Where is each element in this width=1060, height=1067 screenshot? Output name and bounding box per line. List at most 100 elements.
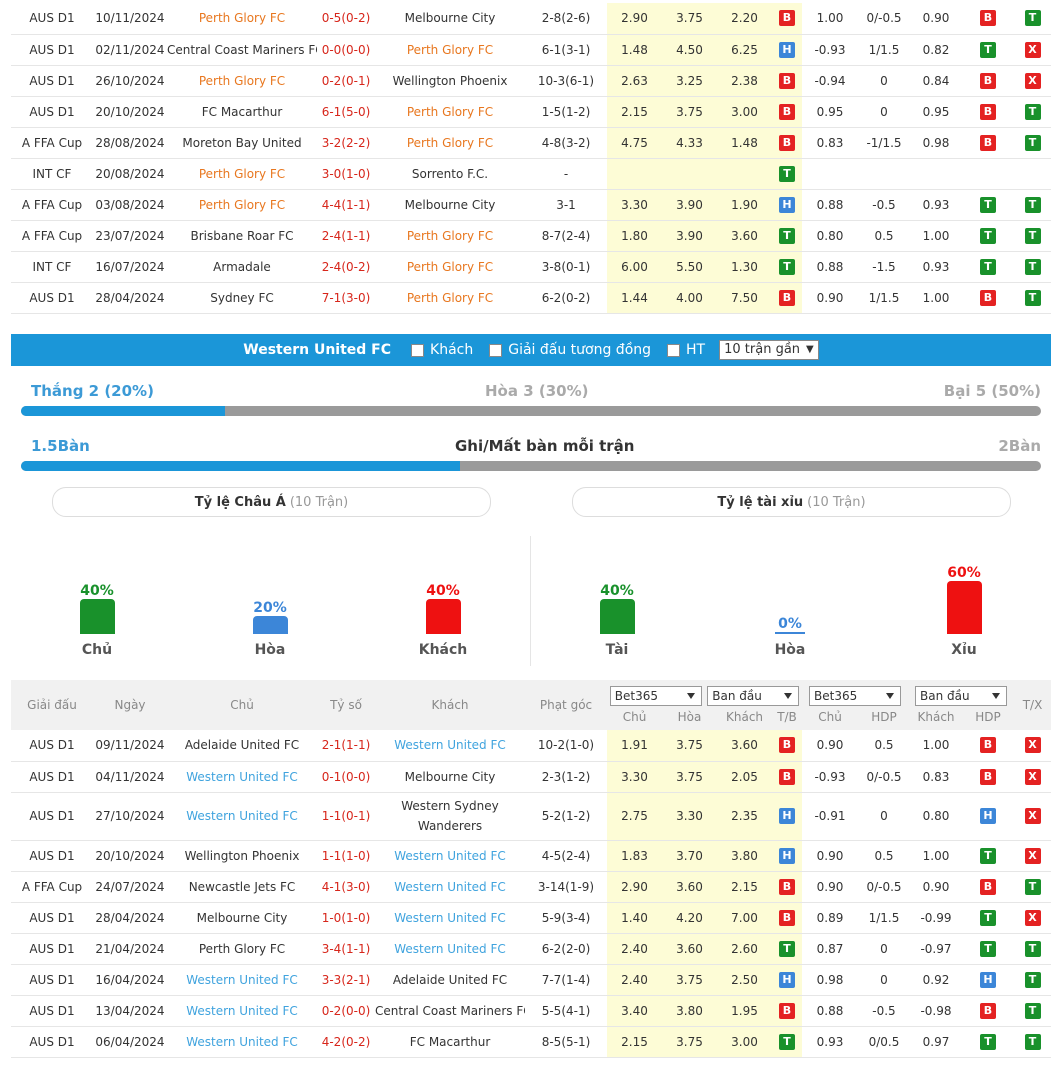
score-cell[interactable]: 4-2(0-2) (317, 1026, 375, 1058)
away-team-cell[interactable]: Western United FC (375, 840, 525, 872)
odds-type-select-1[interactable]: Ban đầu (707, 686, 800, 706)
match-row[interactable]: AUS D1 28/04/2024 Sydney FC 7-1(3-0) Per… (11, 282, 1051, 314)
home-team-cell[interactable]: Western United FC (167, 761, 317, 793)
home-team-cell[interactable]: Western United FC (167, 1026, 317, 1058)
match-row[interactable]: A FFA Cup 23/07/2024 Brisbane Roar FC 2-… (11, 220, 1051, 252)
away-team-cell[interactable]: Perth Glory FC (375, 282, 525, 314)
match-row[interactable]: INT CF 16/07/2024 Armadale 2-4(0-2) Pert… (11, 251, 1051, 283)
home-team-cell[interactable]: Melbourne City (167, 902, 317, 934)
score-cell[interactable]: 3-2(2-2) (317, 127, 375, 159)
score-cell[interactable]: 0-1(0-0) (317, 761, 375, 793)
home-team-cell[interactable]: Brisbane Roar FC (167, 220, 317, 252)
away-team-cell[interactable]: Western United FC (375, 871, 525, 903)
away-team-cell[interactable]: Western United FC (375, 933, 525, 965)
league-cell[interactable]: AUS D1 (11, 730, 93, 762)
league-cell[interactable]: INT CF (11, 158, 93, 190)
home-team-cell[interactable]: Moreton Bay United (167, 127, 317, 159)
league-cell[interactable]: AUS D1 (11, 995, 93, 1027)
home-team-cell[interactable]: Central Coast Mariners FC (167, 34, 317, 66)
league-cell[interactable]: AUS D1 (11, 282, 93, 314)
away-team-cell[interactable]: Melbourne City (375, 3, 525, 35)
away-team-cell[interactable]: Sorrento F.C. (375, 158, 525, 190)
league-cell[interactable]: A FFA Cup (11, 127, 93, 159)
home-team-cell[interactable]: Wellington Phoenix (167, 840, 317, 872)
away-team-cell[interactable]: Wellington Phoenix (375, 65, 525, 97)
away-team-cell[interactable]: Western Sydney Wanderers (375, 792, 525, 841)
odds-type-select-2[interactable]: Ban đầu (915, 686, 1007, 706)
same-league-checkbox[interactable] (489, 343, 503, 357)
recent-matches-select[interactable]: 10 trận gần ▼ (719, 340, 819, 360)
score-cell[interactable]: 0-2(0-0) (317, 995, 375, 1027)
home-team-cell[interactable]: Sydney FC (167, 282, 317, 314)
score-cell[interactable]: 3-4(1-1) (317, 933, 375, 965)
home-team-cell[interactable]: FC Macarthur (167, 96, 317, 128)
match-row[interactable]: A FFA Cup 03/08/2024 Perth Glory FC 4-4(… (11, 189, 1051, 221)
match-row[interactable]: AUS D1 20/10/2024 FC Macarthur 6-1(5-0) … (11, 96, 1051, 128)
score-cell[interactable]: 0-0(0-0) (317, 34, 375, 66)
away-team-cell[interactable]: Western United FC (375, 730, 525, 762)
league-cell[interactable]: A FFA Cup (11, 871, 93, 903)
home-team-cell[interactable]: Western United FC (167, 792, 317, 841)
home-team-cell[interactable]: Western United FC (167, 995, 317, 1027)
match-row[interactable]: AUS D1 06/04/2024 Western United FC 4-2(… (11, 1026, 1051, 1058)
league-cell[interactable]: AUS D1 (11, 792, 93, 841)
over-under-tab[interactable]: Tỷ lệ tài xỉu (10 Trận) (572, 487, 1011, 517)
same-league-filter[interactable]: Giải đấu tương đồng (489, 342, 651, 358)
league-cell[interactable]: A FFA Cup (11, 220, 93, 252)
home-team-cell[interactable]: Perth Glory FC (167, 189, 317, 221)
league-cell[interactable]: AUS D1 (11, 933, 93, 965)
away-team-cell[interactable]: Melbourne City (375, 189, 525, 221)
league-cell[interactable]: AUS D1 (11, 964, 93, 996)
match-row[interactable]: AUS D1 26/10/2024 Perth Glory FC 0-2(0-1… (11, 65, 1051, 97)
score-cell[interactable]: 7-1(3-0) (317, 282, 375, 314)
score-cell[interactable]: 2-4(1-1) (317, 220, 375, 252)
league-cell[interactable]: AUS D1 (11, 3, 93, 35)
league-cell[interactable]: AUS D1 (11, 34, 93, 66)
away-team-cell[interactable]: Perth Glory FC (375, 127, 525, 159)
home-team-cell[interactable]: Adelaide United FC (167, 730, 317, 762)
league-cell[interactable]: AUS D1 (11, 902, 93, 934)
score-cell[interactable]: 1-1(1-0) (317, 840, 375, 872)
away-team-cell[interactable]: Western United FC (375, 902, 525, 934)
away-checkbox[interactable] (411, 343, 425, 357)
away-team-cell[interactable]: Melbourne City (375, 761, 525, 793)
score-cell[interactable]: 6-1(5-0) (317, 96, 375, 128)
away-team-cell[interactable]: Perth Glory FC (375, 220, 525, 252)
home-team-cell[interactable]: Perth Glory FC (167, 933, 317, 965)
score-cell[interactable]: 0-2(0-1) (317, 65, 375, 97)
match-row[interactable]: AUS D1 16/04/2024 Western United FC 3-3(… (11, 964, 1051, 996)
away-team-cell[interactable]: Central Coast Mariners FC (375, 995, 525, 1027)
match-row[interactable]: A FFA Cup 24/07/2024 Newcastle Jets FC 4… (11, 871, 1051, 903)
away-team-cell[interactable]: Perth Glory FC (375, 34, 525, 66)
home-team-cell[interactable]: Perth Glory FC (167, 3, 317, 35)
ht-filter[interactable]: HT (667, 342, 705, 358)
away-team-cell[interactable]: Perth Glory FC (375, 251, 525, 283)
score-cell[interactable]: 2-1(1-1) (317, 730, 375, 762)
match-row[interactable]: AUS D1 04/11/2024 Western United FC 0-1(… (11, 761, 1051, 793)
score-cell[interactable]: 3-3(2-1) (317, 964, 375, 996)
league-cell[interactable]: AUS D1 (11, 96, 93, 128)
match-row[interactable]: INT CF 20/08/2024 Perth Glory FC 3-0(1-0… (11, 158, 1051, 190)
score-cell[interactable]: 4-4(1-1) (317, 189, 375, 221)
league-cell[interactable]: AUS D1 (11, 840, 93, 872)
away-team-cell[interactable]: FC Macarthur (375, 1026, 525, 1058)
score-cell[interactable]: 4-1(3-0) (317, 871, 375, 903)
asian-handicap-tab[interactable]: Tỷ lệ Châu Á (10 Trận) (52, 487, 491, 517)
match-row[interactable]: A FFA Cup 28/08/2024 Moreton Bay United … (11, 127, 1051, 159)
ht-checkbox[interactable] (667, 343, 681, 357)
match-row[interactable]: AUS D1 28/04/2024 Melbourne City 1-0(1-0… (11, 902, 1051, 934)
match-row[interactable]: AUS D1 27/10/2024 Western United FC 1-1(… (11, 792, 1051, 841)
home-team-cell[interactable]: Western United FC (167, 964, 317, 996)
home-team-cell[interactable]: Newcastle Jets FC (167, 871, 317, 903)
match-row[interactable]: AUS D1 09/11/2024 Adelaide United FC 2-1… (11, 730, 1051, 762)
league-cell[interactable]: INT CF (11, 251, 93, 283)
score-cell[interactable]: 1-1(0-1) (317, 792, 375, 841)
league-cell[interactable]: A FFA Cup (11, 189, 93, 221)
away-team-cell[interactable]: Adelaide United FC (375, 964, 525, 996)
league-cell[interactable]: AUS D1 (11, 65, 93, 97)
home-team-cell[interactable]: Perth Glory FC (167, 65, 317, 97)
league-cell[interactable]: AUS D1 (11, 1026, 93, 1058)
away-team-cell[interactable]: Perth Glory FC (375, 96, 525, 128)
league-cell[interactable]: AUS D1 (11, 761, 93, 793)
score-cell[interactable]: 3-0(1-0) (317, 158, 375, 190)
